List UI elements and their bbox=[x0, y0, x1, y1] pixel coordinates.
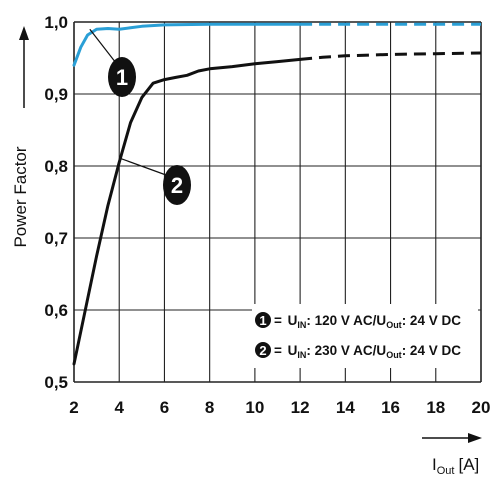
legend-background bbox=[252, 304, 478, 368]
legend-text-2: = UIN: 230 V AC/UOut: 24 V DC bbox=[274, 343, 461, 360]
legend-text-1: = UIN: 120 V AC/UOut: 24 V DC bbox=[274, 313, 461, 330]
x-tick-label: 20 bbox=[472, 398, 491, 417]
legend: 1 = UIN: 120 V AC/UOut: 24 V DC 2 = UIN:… bbox=[252, 304, 478, 368]
x-axis-title-group: IOut [A] bbox=[422, 433, 482, 477]
x-tick-label: 8 bbox=[205, 398, 214, 417]
y-tick-label: 0,9 bbox=[44, 85, 68, 104]
x-tick-label: 6 bbox=[160, 398, 169, 417]
legend-marker-1-circle bbox=[255, 312, 271, 328]
callout-1-circle bbox=[108, 57, 136, 97]
series-2-dashed-line bbox=[299, 51, 482, 61]
callout-2-number: 2 bbox=[171, 173, 183, 198]
series-lines bbox=[72, 22, 482, 366]
x-tick-label: 4 bbox=[114, 398, 124, 417]
x-tick-label: 12 bbox=[291, 398, 310, 417]
callout-1-leader bbox=[89, 28, 117, 64]
x-axis-title-unit: [A] bbox=[458, 455, 479, 474]
x-axis-title: IOut [A] bbox=[432, 455, 479, 477]
x-tick-label: 2 bbox=[69, 398, 78, 417]
y-axis-title-group: Power Factor bbox=[11, 26, 30, 248]
legend-entry-1: 1 = UIN: 120 V AC/UOut: 24 V DC bbox=[255, 312, 461, 330]
tick-labels: 2 4 6 8 10 12 14 16 18 200,50,60,70,80,91,0 bbox=[44, 13, 490, 417]
callout-1: 1 bbox=[89, 28, 136, 97]
y-tick-label: 0,5 bbox=[44, 373, 68, 392]
y-axis-title: Power Factor bbox=[11, 146, 30, 247]
x-tick-label: 16 bbox=[381, 398, 400, 417]
callout-1-number: 1 bbox=[116, 65, 128, 90]
legend-marker-1-number: 1 bbox=[259, 313, 266, 328]
legend-entry-2: 2 = UIN: 230 V AC/UOut: 24 V DC bbox=[255, 342, 461, 360]
callout-2-leader bbox=[121, 158, 167, 176]
grid bbox=[73, 21, 482, 383]
y-tick-label: 0,8 bbox=[44, 157, 68, 176]
x-axis-title-sub: Out bbox=[437, 465, 455, 477]
callout-2: 2 bbox=[121, 158, 191, 205]
y-tick-label: 0,6 bbox=[44, 301, 68, 320]
y-tick-label: 1,0 bbox=[44, 13, 68, 32]
x-tick-label: 14 bbox=[336, 398, 355, 417]
legend-marker-2-circle bbox=[255, 342, 271, 358]
x-axis-title-main: I bbox=[432, 455, 437, 474]
legend-marker-2-number: 2 bbox=[259, 343, 266, 358]
x-tick-label: 18 bbox=[426, 398, 445, 417]
x-axis-arrow-head bbox=[468, 433, 482, 443]
y-tick-label: 0,7 bbox=[44, 229, 68, 248]
callout-2-circle bbox=[163, 165, 191, 205]
y-axis-arrow-head bbox=[19, 26, 29, 40]
series-2-solid-line bbox=[72, 57, 302, 366]
series-1-solid-line bbox=[72, 22, 302, 67]
x-tick-label: 10 bbox=[245, 398, 264, 417]
